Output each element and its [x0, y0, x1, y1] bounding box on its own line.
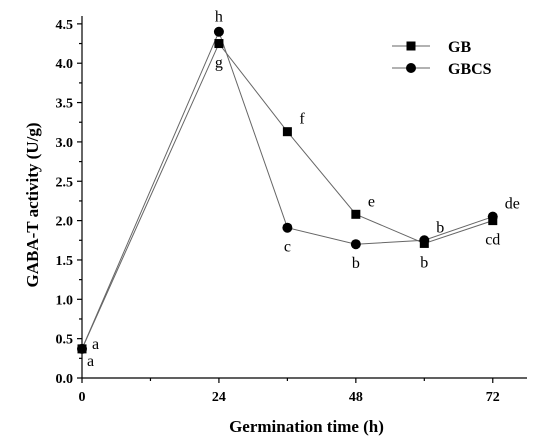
series-line-gb	[81, 42, 493, 350]
y-tick-label: 3.0	[56, 136, 74, 151]
significance-label: a	[92, 336, 99, 353]
point-gbcs	[419, 235, 430, 246]
significance-label: b	[436, 219, 444, 236]
significance-label: b	[420, 254, 428, 271]
legend-marker-gb	[406, 41, 416, 51]
x-tick-label: 0	[79, 390, 86, 405]
y-tick-label: 0.0	[56, 372, 74, 387]
y-tick-label: 4.5	[56, 18, 74, 33]
significance-label: de	[505, 196, 520, 213]
y-tick-label: 1.5	[56, 254, 74, 269]
point-gbcs	[213, 26, 224, 37]
significance-label: e	[368, 193, 375, 210]
x-tick-label: 24	[212, 390, 226, 405]
significance-label: g	[215, 55, 223, 72]
y-tick-label: 0.5	[56, 333, 74, 348]
legend-marker-gbcs	[406, 63, 416, 73]
y-axis-title: GABA-T activity (U/g)	[23, 123, 42, 288]
annotation-layer: aa h g f c e b b b de cd	[87, 9, 520, 370]
series-line-gbcs	[81, 30, 493, 350]
point-gb	[282, 127, 292, 137]
y-tick-label: 4.0	[56, 57, 74, 72]
significance-label: cd	[485, 232, 500, 249]
legend-label-gbcs: GBCS	[448, 61, 492, 78]
significance-label: f	[299, 111, 305, 128]
y-tick-label: 1.0	[56, 293, 74, 308]
point-gb	[351, 209, 361, 219]
y-tick-label: 2.0	[56, 215, 74, 230]
point-gbcs	[350, 239, 361, 250]
significance-label: a	[87, 353, 94, 370]
y-tick-label: 2.5	[56, 175, 74, 190]
series-layer	[77, 26, 498, 354]
point-gbcs	[282, 222, 293, 233]
point-gbcs	[487, 211, 498, 222]
y-tick-label: 3.5	[56, 97, 74, 112]
significance-label: c	[284, 239, 291, 256]
x-tick-label: 48	[349, 390, 363, 405]
point-gb	[214, 39, 224, 49]
x-tick-label: 72	[486, 390, 500, 405]
legend: GB GBCS	[392, 39, 492, 78]
x-axis-title: Germination time (h)	[229, 417, 384, 436]
significance-label: b	[352, 255, 360, 272]
point-gbcs	[77, 343, 87, 354]
significance-label: h	[215, 9, 223, 26]
axes: 0.0 0.5 1.0 1.5 2.0 2.5 3.0 3.5 4.0 4.5 0 24 48 72	[56, 16, 527, 405]
legend-label-gb: GB	[448, 39, 471, 56]
